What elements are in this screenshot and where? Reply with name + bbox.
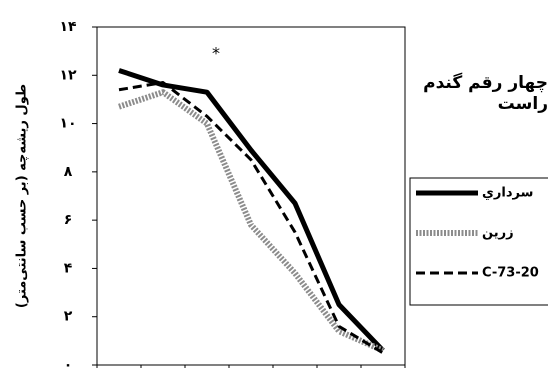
y-tick-label: ۴ (64, 260, 73, 276)
y-tick-label: ۱۰ (59, 116, 76, 132)
y-tick-label: ۱۴ (59, 19, 77, 35)
y-tick-label: ۰ (64, 357, 73, 368)
y-tick-label: ۶ (64, 212, 73, 228)
series-line (118, 68, 385, 353)
side-text: راست (498, 94, 548, 114)
y-tick-label: ۸ (64, 164, 73, 180)
legend-label: زرين (482, 226, 514, 241)
plot-frame (96, 26, 406, 366)
series-line (118, 89, 385, 354)
legend-label: C-73-20 (482, 266, 539, 281)
legend-box (409, 177, 548, 306)
y-tick-label: ۱۲ (59, 67, 77, 83)
y-tick-label: ۲ (64, 309, 73, 325)
y-axis-label: طول ریشه‌چه (بر حسب سانتی‌متر) (15, 84, 30, 308)
side-text: چهار رقم گندم (423, 72, 548, 93)
series-line (118, 81, 384, 355)
annotation: * (212, 44, 220, 63)
legend-label: سرداري (482, 186, 533, 201)
